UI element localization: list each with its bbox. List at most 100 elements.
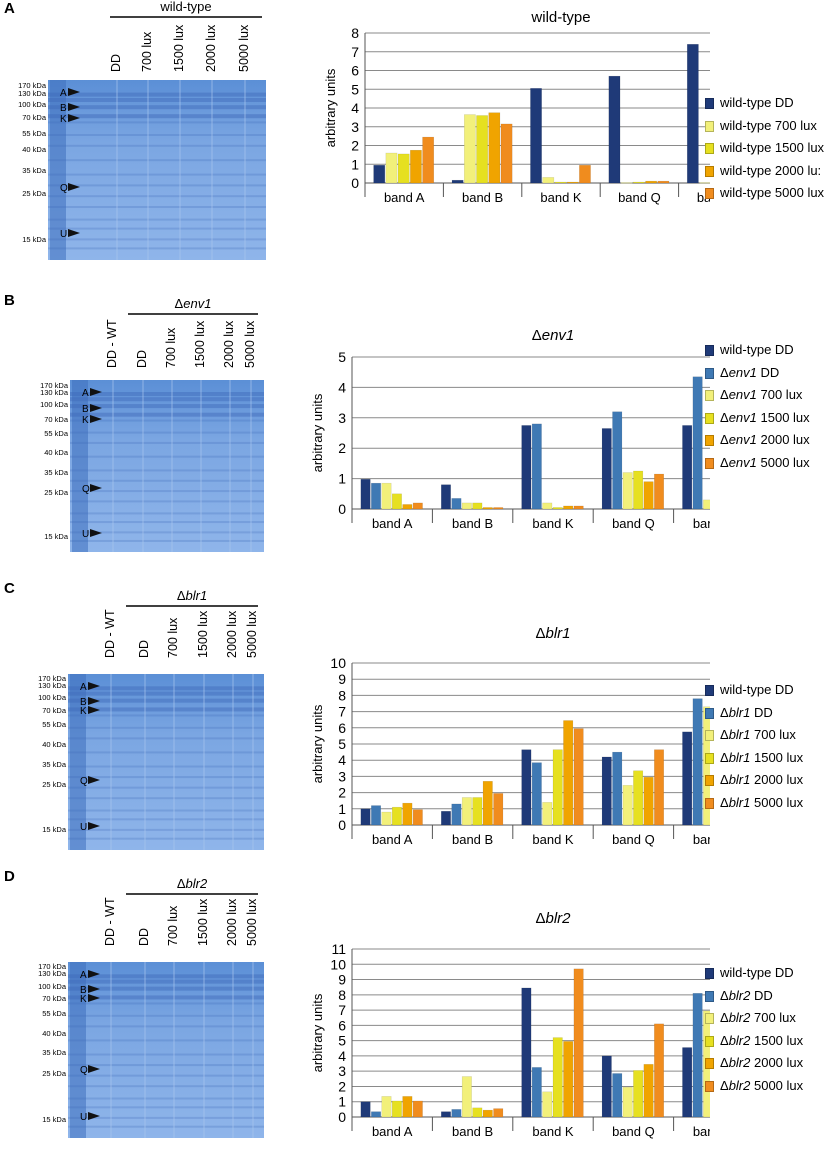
band-arrow-k: K [80,994,100,1005]
bar [601,756,612,826]
gel-band [48,105,266,110]
y-tick-label: 0 [338,817,346,833]
lane-label: 700 lux [166,905,180,946]
bar [385,152,398,184]
y-tick-label: 5 [338,736,346,752]
gel-band [48,121,266,124]
chart-title-prefix: Δ [535,910,545,927]
marker-lane [70,962,86,1138]
y-tick-label: 5 [351,81,359,97]
gel-band [68,1097,264,1100]
band-arrow-label: B [80,985,87,996]
gel-band [68,1002,264,1005]
marker-label: 25 kDa [42,1069,67,1078]
bar [682,425,693,510]
panel-d: D 170 kDa 130 kDa 100 kDa 70 kDa 55 kDa 40 kDa… [0,868,834,1148]
gel-band [68,698,264,703]
marker-label: 15 kDa [42,825,67,834]
marker-label: 130 kDa [38,681,67,690]
bar [692,698,703,826]
y-tick-label: 1 [338,1094,346,1110]
panel-b: B 170 kDa 130 kDa 100 kDa 70 kDa 55 kDa 40 kDa… [0,292,834,572]
y-tick-label: 7 [351,44,359,60]
chart-title: Δblr2 [535,910,571,927]
marker-label: 55 kDa [42,1009,67,1018]
legend-label: Δblr1 DD [720,704,773,720]
bar [493,1108,504,1118]
bar [531,423,542,510]
band-arrow-k: K [80,706,100,717]
lane-label: 2000 lux [225,610,239,658]
arrow-icon [90,484,102,492]
bar [573,728,584,826]
band-arrow-label: U [60,229,67,240]
legend-label: Δenv1 5000 lux [720,454,810,470]
band-arrow-label: B [80,697,87,708]
lane-label: 2000 lux [204,24,218,72]
lane-divider [252,674,254,850]
lane-label: 700 lux [164,327,178,368]
bar [612,411,623,510]
legend-swatch [705,412,714,424]
marker-label: 40 kDa [42,1029,67,1038]
arrow-icon [68,183,80,191]
band-arrow-u: U [80,822,100,833]
gel-band [48,218,266,221]
category-label: band U [693,1124,710,1139]
gel-band [68,707,264,712]
legend-label: Δblr2 700 lux [720,1010,796,1025]
gel-band [68,737,264,740]
bar [622,472,633,510]
band-arrow-q: Q [60,183,80,194]
gel-band [68,1053,264,1056]
gel-background [68,962,264,1138]
legend-label: wild-type DD [720,342,794,357]
marker-label: 100 kDa [18,100,47,109]
bar [654,749,665,826]
marker-label: 100 kDa [38,982,67,991]
bar [703,499,710,510]
panel-a: A 170 kDa 130 kDa 100 kDa 70 kDa 55 kDa 40 kDa… [0,0,834,280]
legend-swatch [705,685,714,696]
legend-swatch [705,98,714,109]
bar [360,1101,371,1118]
legend-swatch [705,707,714,719]
bar [391,493,402,510]
band-arrow-label: Q [80,1065,88,1076]
gel-band [68,837,264,840]
chart-title-prefix: Δ [535,625,545,642]
lane-divider [244,80,246,260]
gel-band [70,431,264,434]
bar [451,179,464,184]
lane-label: DD - WT [105,319,119,368]
legend-swatch [705,1013,714,1024]
arrow-icon [88,706,100,714]
gel-band [70,531,264,534]
lane-divider [173,674,175,850]
lane-divider [250,380,252,552]
marker-label: 100 kDa [40,400,69,409]
gel-band [48,114,266,119]
band-arrow-label: U [80,822,87,833]
bar [464,114,476,184]
lane-divider [142,380,144,552]
group-label: Δblr1 [177,588,207,603]
legend-label: Δblr1 5000 lux [720,794,804,810]
bar [440,1111,451,1118]
lane-divider [252,962,254,1138]
bar [461,1076,472,1118]
chart-title: Δenv1 [532,327,575,344]
bar-chart: Δenv1 0 1 2 3 4 5 arbitrary units band A band B ba… [310,327,710,531]
gel-band [70,412,264,417]
y-tick-label: 9 [338,671,346,687]
gel-band [68,818,264,821]
legend-label: Δblr1 700 lux [720,727,796,742]
arrow-icon [68,114,80,122]
bar [451,498,462,510]
gel-band [70,479,264,482]
category-label: band A [384,190,425,205]
marker-label: 70 kDa [22,113,47,122]
lane-label: 5000 lux [237,24,251,72]
chart-title: Δblr1 [535,625,570,642]
